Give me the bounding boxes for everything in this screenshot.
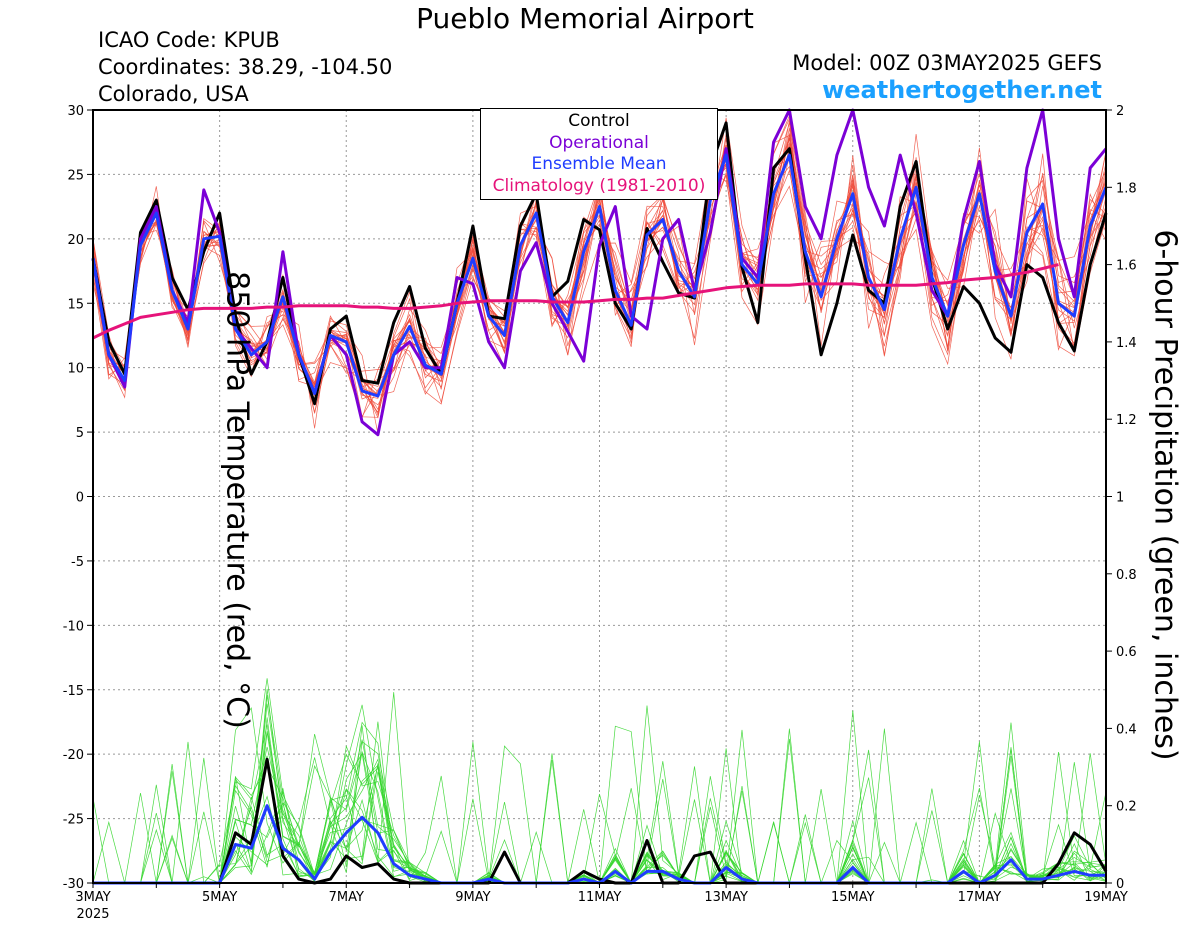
y2-tick-label: 0 [1116, 877, 1124, 892]
y-tick-label: 30 [67, 104, 84, 119]
ensemble-mean-temp-line [91, 153, 1108, 398]
x-tick-label: 19MAY [1084, 890, 1128, 905]
precip-member-line [93, 746, 1107, 884]
y-axis-label-right: 6-hour Precipitation (green, inches) [1147, 229, 1183, 761]
icao-code: ICAO Code: KPUB [98, 28, 280, 52]
temp-member-line [92, 146, 1107, 374]
y2-tick-label: 1.6 [1116, 259, 1137, 274]
legend-control: Control [568, 111, 630, 131]
legend-operational: Operational [549, 132, 649, 153]
x-tick-label: 15MAY [831, 890, 875, 905]
x-tick-label: 17MAY [958, 890, 1002, 905]
y-tick-label: 15 [67, 297, 84, 312]
y-tick-label: -30 [63, 877, 84, 892]
y2-tick-label: 2 [1116, 104, 1124, 119]
y2-tick-label: 1 [1116, 491, 1124, 506]
legend-ensemble-mean: Ensemble Mean [531, 154, 667, 174]
location: Colorado, USA [98, 82, 249, 106]
coordinates: Coordinates: 38.29, -104.50 [98, 55, 393, 79]
control-temp-line [91, 121, 1108, 406]
y2-tick-label: 1.2 [1116, 413, 1137, 428]
precip-member-line [93, 724, 1107, 884]
y2-tick-label: 1.8 [1116, 181, 1137, 196]
y2-tick-label: 0.8 [1116, 568, 1137, 583]
y-tick-label: -25 [63, 813, 84, 828]
y-tick-label: 25 [67, 168, 84, 183]
y2-tick-label: 0.6 [1116, 645, 1137, 660]
y-tick-label: -20 [63, 748, 84, 763]
x-tick-label: 5MAY [202, 890, 237, 905]
y-tick-label: 20 [67, 233, 84, 248]
site-link[interactable]: weathertogether.net [822, 76, 1102, 104]
y-axis-label-left: 850 hPa Temperature (red, °C) [219, 271, 255, 729]
legend-climatology: Climatology (1981-2010) [492, 175, 706, 196]
x-tick-label: 3MAY [75, 890, 110, 905]
y2-tick-label: 1.4 [1116, 336, 1137, 351]
y-tick-label: -15 [63, 684, 84, 699]
y-tick-label: 5 [76, 426, 84, 441]
y-tick-label: -10 [63, 619, 84, 634]
y-tick-label: 0 [76, 491, 84, 506]
x-tick-label: 11MAY [578, 890, 622, 905]
axes: 302520151050-5-10-15-20-25-3021.81.61.41… [63, 104, 1137, 922]
x-tick-label: 7MAY [329, 890, 364, 905]
precip-member-line [93, 751, 1107, 884]
legend: Control Operational Ensemble Mean Climat… [480, 108, 718, 200]
temp-member-line [92, 149, 1107, 406]
y-tick-label: -5 [71, 555, 84, 570]
chart-title: Pueblo Memorial Airport [416, 2, 754, 35]
model-label: Model: 00Z 03MAY2025 GEFS [792, 51, 1102, 75]
x-tick-label: 9MAY [455, 890, 490, 905]
climatology-temp-line [92, 263, 1059, 340]
operational-temp-line [91, 108, 1108, 437]
y2-tick-label: 0.2 [1116, 800, 1137, 815]
y-tick-label: 10 [67, 362, 84, 377]
y2-tick-label: 0.4 [1116, 722, 1137, 737]
x-tick-label: 13MAY [704, 890, 748, 905]
x-year-label: 2025 [76, 907, 109, 922]
